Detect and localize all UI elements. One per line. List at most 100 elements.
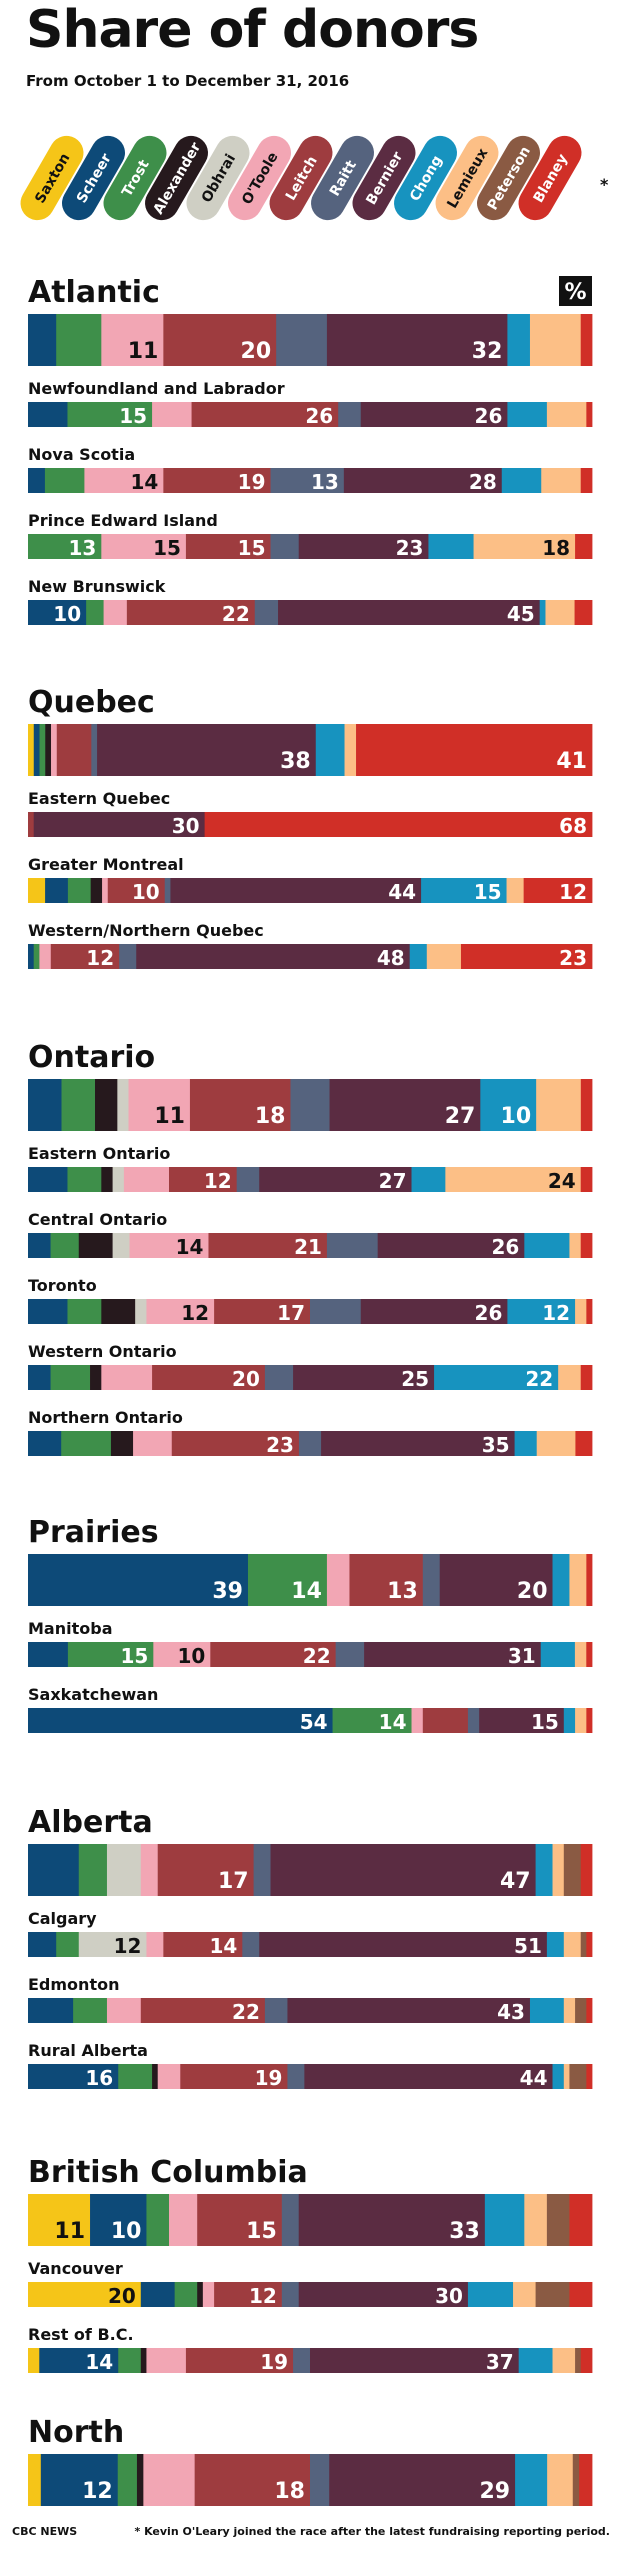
bar-segment-blaney [580, 1844, 593, 1896]
bar-segment-o-toole [411, 1708, 424, 1733]
bar-segment-leitch [157, 1844, 254, 1896]
subregion-label: Eastern Ontario [28, 1144, 170, 1163]
data-label-bernier: 15 [531, 1710, 559, 1734]
data-label-leitch: 19 [260, 2350, 288, 2374]
bar-segment-raitt [281, 2194, 300, 2246]
bar-segment-leitch [191, 402, 339, 427]
data-label-leitch: 19 [238, 470, 266, 494]
bar-segment-blaney [204, 812, 593, 837]
bar-segment-saxton [28, 2194, 91, 2246]
bar-segment-raitt [335, 1642, 365, 1667]
bar-segment-blaney [580, 2348, 593, 2373]
data-label-bernier: 30 [435, 2284, 463, 2308]
data-label-leitch: 22 [232, 2000, 260, 2024]
bar-segment-trost [332, 1708, 412, 1733]
data-label-bernier: 23 [396, 536, 424, 560]
legend-swatch [62, 135, 125, 221]
bar-segment-lemieux [524, 2194, 548, 2246]
bar-segment-blaney [574, 600, 593, 625]
bar-segment-lemieux [569, 1233, 582, 1258]
data-label-scheer: 14 [85, 2350, 113, 2374]
bar-segment-peterson [563, 1844, 582, 1896]
subregion-label: Edmonton [28, 1975, 119, 1994]
bar-segment-trost [44, 468, 85, 493]
data-label-bernier: 27 [379, 1169, 407, 1193]
data-label-leitch: 23 [266, 1433, 294, 1457]
bar-segment-leitch [163, 468, 271, 493]
bar-prairies-saxkatchewan: 54 14 15 [28, 1708, 593, 1734]
bar-segment-alexander [90, 1365, 102, 1390]
data-label-o-toole: 10 [177, 1644, 205, 1668]
data-label-bernier: 29 [479, 2479, 510, 2504]
bar-prairies-manitoba: 15 10 22 31 [28, 1642, 593, 1668]
bar-segment-trost [56, 314, 102, 366]
bar-segment-raitt [338, 402, 362, 427]
bar-segment-leitch [56, 724, 92, 776]
bar-segment-leitch [210, 1642, 337, 1667]
bar-segment-raitt [467, 1708, 480, 1733]
bar-ontario-toronto: 12 17 26 12 [28, 1299, 593, 1325]
bar-segment-peterson [535, 2282, 570, 2307]
bar-segment-chong [501, 468, 542, 493]
subregion-label: Saxkatchewan [28, 1685, 158, 1704]
bar-segment-raitt [119, 944, 137, 969]
bar-segment-raitt [290, 1079, 330, 1131]
bar-segment-trost [174, 2282, 198, 2307]
bar-segment-saxton [28, 2348, 40, 2373]
bar-segment-scheer [28, 402, 68, 427]
bar-segment-scheer [33, 724, 40, 776]
data-label-leitch: 20 [241, 339, 272, 364]
bar-segment-chong [552, 2064, 565, 2089]
bar-segment-blaney [586, 1932, 593, 1957]
bar-segment-alexander [101, 1299, 136, 1324]
bar-segment-lemieux [547, 2454, 574, 2506]
bar-segment-lemieux [552, 1844, 565, 1896]
bar-british-columbia-vancouver: 20 12 30 [28, 2282, 593, 2308]
data-label-leitch: 20 [232, 1367, 260, 1391]
bar-segment-raitt [236, 1167, 260, 1192]
bar-segment-scheer [28, 1932, 57, 1957]
bar-segment-scheer [28, 468, 46, 493]
bar-segment-blaney [580, 1167, 593, 1192]
data-label-lemieux: 18 [542, 536, 570, 560]
bar-segment-o-toole [143, 2454, 196, 2506]
bar-segment-scheer [28, 1079, 62, 1131]
bar-segment-blaney [586, 1554, 593, 1606]
bar-prairies-total: 39 14 13 20 [28, 1554, 593, 1606]
data-label-blaney: 68 [559, 814, 587, 838]
page-title: Share of donors [26, 0, 479, 60]
bar-segment-leitch [28, 812, 35, 837]
legend-swatch [477, 135, 540, 221]
bar-segment-leitch [171, 1431, 300, 1456]
bar-segment-lemieux [575, 1708, 587, 1733]
bar-segment-raitt [254, 600, 279, 625]
data-label-scheer: 12 [82, 2479, 113, 2504]
bar-ontario-western-ontario: 20 25 22 [28, 1365, 593, 1391]
data-label-saxton: 11 [54, 2219, 85, 2244]
data-label-bernier: 51 [514, 1934, 542, 1958]
bar-segment-bernier [298, 2194, 486, 2246]
bar-segment-raitt [422, 1554, 441, 1606]
bar-segment-blaney [580, 1079, 593, 1131]
bar-segment-chong [529, 1998, 565, 2023]
data-label-leitch: 15 [246, 2219, 277, 2244]
bar-segment-blaney [586, 1299, 593, 1324]
data-label-o-toole: 15 [153, 536, 181, 560]
bar-alberta-calgary: 12 14 51 [28, 1932, 593, 1958]
legend-asterisk: * [600, 175, 609, 194]
data-label-chong: 22 [525, 1367, 553, 1391]
bar-segment-lemieux [558, 1365, 582, 1390]
bar-segment-trost [39, 724, 46, 776]
bar-segment-o-toole [146, 1932, 164, 1957]
bar-segment-o-toole [101, 534, 187, 559]
bar-segment-o-toole [103, 600, 128, 625]
bar-segment-trost [117, 2454, 138, 2506]
bar-segment-lemieux [546, 402, 587, 427]
bar-segment-blaney [580, 314, 593, 366]
bar-ontario-central-ontario: 14 21 26 [28, 1233, 593, 1259]
subregion-label: Toronto [28, 1276, 97, 1295]
data-label-bernier: 26 [475, 1301, 503, 1325]
bar-segment-leitch [180, 2064, 288, 2089]
bar-atlantic-newfoundland-and-labrador: 15 26 26 [28, 402, 593, 428]
